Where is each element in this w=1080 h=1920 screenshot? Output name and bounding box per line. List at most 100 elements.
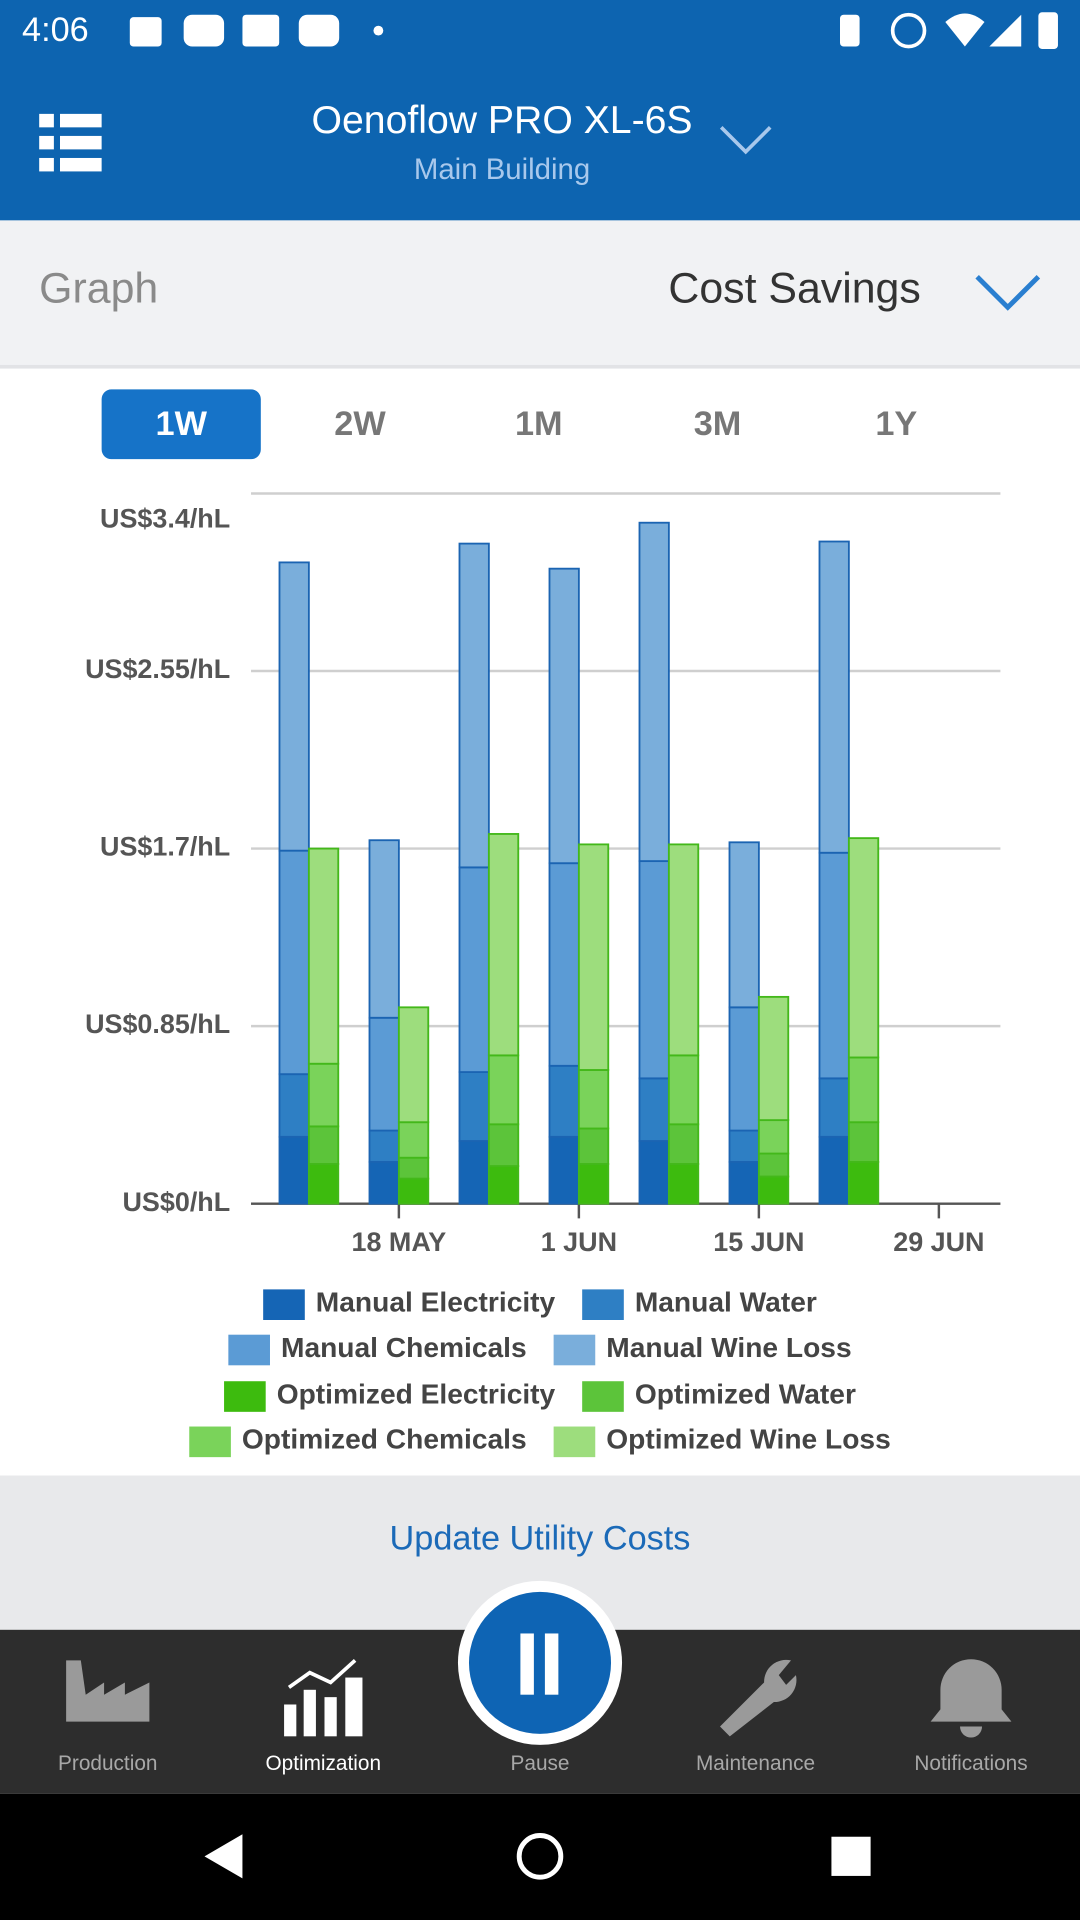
bar-segment (847, 837, 880, 1059)
legend-label: Manual Water (635, 1287, 817, 1318)
bar-segment (847, 1121, 880, 1163)
legend-label: Manual Chemicals (281, 1332, 527, 1363)
bar-segment (487, 1123, 520, 1167)
status-icons (129, 12, 1058, 49)
y-tick-label: US$1.7/hL (100, 832, 230, 862)
legend-row: Optimized Chemicals Optimized Wine Loss (189, 1424, 891, 1458)
bar-segment (397, 1156, 430, 1180)
bar-segment (487, 833, 520, 1057)
bar-segment (757, 1175, 790, 1205)
bar-segment (667, 1054, 700, 1126)
bar-segment (728, 841, 760, 1009)
bar-segment (728, 1006, 760, 1132)
pause-bar (544, 1633, 559, 1695)
x-tick-label: 18 MAY (351, 1227, 446, 1257)
y-tick-label: US$0/hL (122, 1187, 230, 1217)
bar-segment (397, 1177, 430, 1205)
bar-segment (577, 1127, 610, 1165)
bar-segment (368, 839, 400, 1019)
bar-segment (667, 1163, 700, 1205)
legend-label: Optimized Electricity (277, 1378, 556, 1409)
nav-label[interactable]: Notifications (914, 1752, 1027, 1775)
device-subtitle: Main Building (414, 153, 590, 186)
bar-segment (818, 540, 850, 854)
bar-segment (307, 1125, 340, 1165)
legend-label: Optimized Water (635, 1378, 856, 1409)
bar-segment (757, 1119, 790, 1155)
bar-segment (548, 567, 580, 865)
legend-swatch (224, 1381, 266, 1412)
bar-segment (548, 1135, 580, 1205)
range-tab[interactable]: 1Y (875, 405, 917, 443)
bar-segment (278, 849, 310, 1076)
bar-segment (667, 1123, 700, 1165)
bar-segment (548, 862, 580, 1067)
device-dropdown[interactable] (719, 126, 772, 155)
back-button[interactable] (204, 1834, 243, 1879)
menu-button[interactable] (39, 113, 102, 172)
range-tab[interactable]: 1W (156, 405, 208, 443)
bar-segment (278, 1135, 310, 1205)
legend-row: Manual Electricity Manual Water (263, 1287, 817, 1320)
bar-segment (638, 521, 670, 863)
bar-segment (368, 1016, 400, 1132)
x-tick-label: 1 JUN (541, 1227, 617, 1257)
notifications-icon[interactable] (930, 1659, 1012, 1738)
nav-label[interactable]: Optimization (265, 1752, 381, 1775)
graph-value[interactable]: Cost Savings (668, 265, 920, 313)
pause-button[interactable] (468, 1591, 612, 1734)
bar-segment (458, 866, 490, 1073)
range-tab[interactable]: 3M (694, 405, 742, 443)
y-tick-label: US$3.4/hL (100, 504, 230, 534)
device-title[interactable]: Oenoflow PRO XL-6S (312, 99, 693, 142)
bar-segment (397, 1121, 430, 1159)
legend-label: Optimized Chemicals (242, 1424, 527, 1455)
nav-label[interactable]: Pause (511, 1752, 570, 1775)
bar-segment (487, 1165, 520, 1205)
bar-segment (577, 1163, 610, 1205)
bar-segment (458, 1071, 490, 1142)
nav-label[interactable]: Production (58, 1752, 157, 1775)
bar-segment (847, 1056, 880, 1124)
tab-selected-bg[interactable] (101, 389, 261, 460)
bar-segment (458, 542, 490, 869)
bar-segment (577, 1069, 610, 1130)
bar-segment (757, 1152, 790, 1178)
range-tab[interactable]: 1M (515, 405, 563, 443)
bar-segment (638, 1077, 670, 1142)
legend-label: Manual Wine Loss (606, 1332, 851, 1363)
pause-bar (520, 1633, 534, 1695)
optimization-icon[interactable] (284, 1659, 363, 1737)
nav-label[interactable]: Maintenance (696, 1752, 815, 1775)
production-icon[interactable] (66, 1660, 150, 1722)
bar-segment (278, 561, 310, 852)
bar-segment (728, 1160, 760, 1205)
bar-segment (397, 1006, 430, 1124)
legend: Manual Electricity Manual Water Manual Che… (189, 1287, 891, 1458)
x-tick-label: 29 JUN (893, 1227, 984, 1257)
bar-segment (638, 1140, 670, 1205)
update-utility-costs[interactable]: Update Utility Costs (390, 1519, 691, 1557)
legend-label: Optimized Wine Loss (606, 1424, 890, 1455)
bar-segment (728, 1129, 760, 1163)
bar-segment (818, 1135, 850, 1205)
range-tab[interactable]: 2W (334, 405, 386, 443)
range-tabs: 1W 2W 1M 3M 1Y (101, 389, 917, 460)
header-bg (0, 0, 1080, 221)
home-button[interactable] (516, 1833, 564, 1880)
bar-segment (847, 1160, 880, 1205)
divider (0, 364, 1080, 369)
graph-dropdown[interactable] (975, 275, 1041, 311)
maintenance-icon[interactable] (720, 1659, 797, 1737)
legend-swatch (582, 1289, 624, 1320)
y-tick-label: US$0.85/hL (85, 1009, 230, 1039)
recents-button[interactable] (831, 1836, 871, 1876)
bar-segment (307, 1163, 340, 1205)
legend-swatch (582, 1381, 624, 1412)
legend-label: Manual Electricity (316, 1287, 556, 1318)
bar-segment (307, 847, 340, 1065)
legend-swatch (553, 1334, 596, 1366)
bar-segment (667, 843, 700, 1057)
x-tick-label: 15 JUN (713, 1227, 804, 1257)
